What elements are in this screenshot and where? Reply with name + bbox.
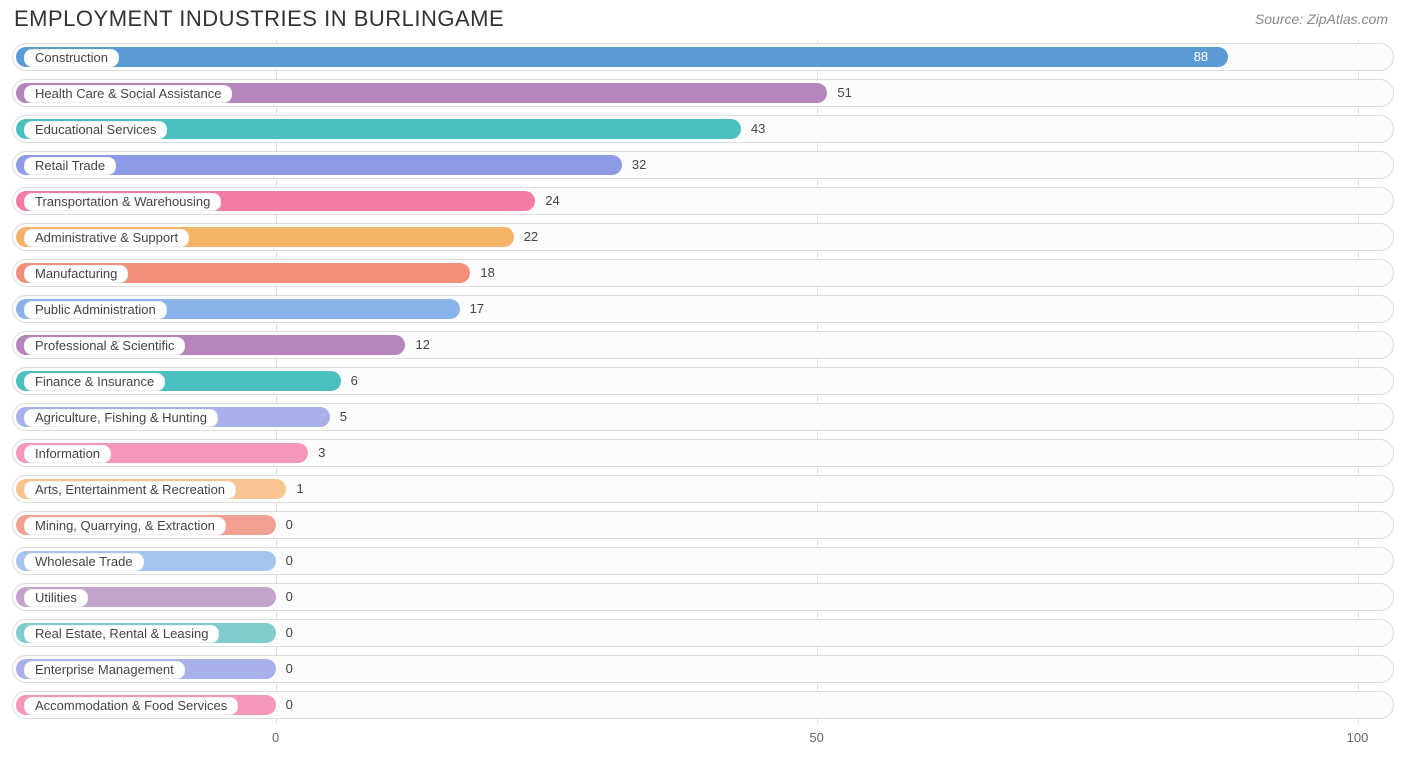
bar-row: Educational Services 43 — [12, 112, 1394, 146]
bar-row: Wholesale Trade 0 — [12, 544, 1394, 578]
bar-row: Real Estate, Rental & Leasing 0 — [12, 616, 1394, 650]
category-label: Utilities — [24, 589, 88, 607]
value-label: 43 — [751, 121, 765, 137]
category-label: Construction — [24, 49, 119, 67]
category-label: Professional & Scientific — [24, 337, 185, 355]
category-label: Finance & Insurance — [24, 373, 165, 391]
value-label: 24 — [545, 193, 559, 209]
category-label: Real Estate, Rental & Leasing — [24, 625, 219, 643]
category-label: Administrative & Support — [24, 229, 189, 247]
value-label: 0 — [286, 697, 293, 713]
bar-row: Manufacturing 18 — [12, 256, 1394, 290]
x-axis-tick: 100 — [1347, 730, 1369, 745]
category-label: Wholesale Trade — [24, 553, 144, 571]
bar-row: Accommodation & Food Services 0 — [12, 688, 1394, 722]
category-label: Information — [24, 445, 111, 463]
bar-row: Enterprise Management 0 — [12, 652, 1394, 686]
value-label: 0 — [286, 625, 293, 641]
x-axis: 0 50 100 — [12, 724, 1394, 752]
bar-row: Utilities 0 — [12, 580, 1394, 614]
value-label: 17 — [470, 301, 484, 317]
chart-header: EMPLOYMENT INDUSTRIES IN BURLINGAME Sour… — [0, 0, 1406, 36]
value-label: 1 — [296, 481, 303, 497]
bar-row: Agriculture, Fishing & Hunting 5 — [12, 400, 1394, 434]
category-label: Transportation & Warehousing — [24, 193, 221, 211]
chart-container: EMPLOYMENT INDUSTRIES IN BURLINGAME Sour… — [0, 0, 1406, 777]
category-label: Public Administration — [24, 301, 167, 319]
value-label: 5 — [340, 409, 347, 425]
category-label: Manufacturing — [24, 265, 128, 283]
category-label: Retail Trade — [24, 157, 116, 175]
category-label: Mining, Quarrying, & Extraction — [24, 517, 226, 535]
value-label: 51 — [837, 85, 851, 101]
category-label: Educational Services — [24, 121, 167, 139]
value-label: 22 — [524, 229, 538, 245]
bar — [16, 47, 1228, 67]
value-label: 88 — [1194, 49, 1208, 65]
value-label: 0 — [286, 517, 293, 533]
bar-row: Health Care & Social Assistance 51 — [12, 76, 1394, 110]
bar-row: Transportation & Warehousing 24 — [12, 184, 1394, 218]
category-label: Health Care & Social Assistance — [24, 85, 232, 103]
category-label: Accommodation & Food Services — [24, 697, 238, 715]
value-label: 6 — [351, 373, 358, 389]
bar-row: Professional & Scientific 12 — [12, 328, 1394, 362]
value-label: 0 — [286, 589, 293, 605]
bar-row: Information 3 — [12, 436, 1394, 470]
value-label: 3 — [318, 445, 325, 461]
value-label: 12 — [415, 337, 429, 353]
bar-row: Mining, Quarrying, & Extraction 0 — [12, 508, 1394, 542]
value-label: 32 — [632, 157, 646, 173]
chart-plot-area: Construction 88 Health Care & Social Assis… — [12, 40, 1394, 752]
bar-row: Arts, Entertainment & Recreation 1 — [12, 472, 1394, 506]
bar-row: Public Administration 17 — [12, 292, 1394, 326]
x-axis-tick: 50 — [809, 730, 823, 745]
chart-title: EMPLOYMENT INDUSTRIES IN BURLINGAME — [14, 6, 504, 32]
x-axis-tick: 0 — [272, 730, 279, 745]
bar-row: Construction 88 — [12, 40, 1394, 74]
value-label: 18 — [480, 265, 494, 281]
category-label: Agriculture, Fishing & Hunting — [24, 409, 218, 427]
value-label: 0 — [286, 553, 293, 569]
category-label: Arts, Entertainment & Recreation — [24, 481, 236, 499]
value-label: 0 — [286, 661, 293, 677]
category-label: Enterprise Management — [24, 661, 185, 679]
bar-row: Finance & Insurance 6 — [12, 364, 1394, 398]
bar-row: Administrative & Support 22 — [12, 220, 1394, 254]
bar-row: Retail Trade 32 — [12, 148, 1394, 182]
chart-source: Source: ZipAtlas.com — [1255, 11, 1388, 27]
